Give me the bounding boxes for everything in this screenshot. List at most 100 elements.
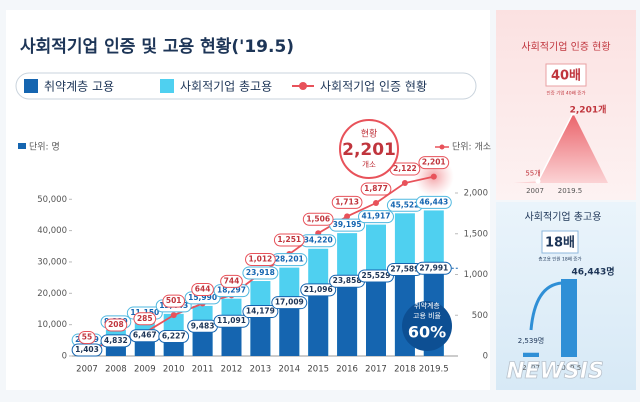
vulnerable-label: 6,467 [133, 331, 157, 340]
badge [541, 230, 579, 254]
badge-value: 18배 [545, 235, 575, 251]
y2-tick-label: 500 [472, 311, 488, 321]
unit-swatch [18, 143, 26, 149]
x-tick-label: 2011 [192, 365, 214, 375]
certification-label-box [78, 331, 96, 345]
certification-label: 1,012 [249, 255, 273, 264]
certification-label-box [191, 283, 214, 297]
bar [561, 279, 577, 357]
vulnerable-label-box [415, 261, 452, 275]
vulnerable-label: 9,483 [191, 321, 215, 330]
x-tick-label: 2015 [307, 365, 329, 375]
x-tick-label: 2019.5 [557, 364, 582, 372]
vulnerable-label: 1,403 [75, 345, 99, 354]
trend-arrow [529, 281, 563, 331]
point [570, 110, 576, 116]
certification-label: 744 [224, 276, 240, 285]
vulnerable-label-box [300, 283, 337, 297]
value-label: 46,443명 [571, 266, 614, 278]
bubble-value: 2,201 [342, 140, 396, 160]
vulnerable-label: 6,227 [162, 331, 186, 340]
legend-box [15, 72, 477, 100]
certification-label: 1,877 [364, 184, 388, 193]
value-label: 55개 [525, 168, 540, 177]
trend-arrow [537, 112, 574, 182]
x-tick-label: 2012 [221, 365, 243, 375]
vulnerable-label: 14,179 [246, 307, 275, 316]
vulnerable-label: 23,858 [333, 276, 362, 285]
legend-label: 취약계층 고용 [44, 79, 114, 94]
line-point [430, 173, 437, 180]
total-label: 45,522 [390, 200, 419, 209]
ratio-label: 고용 비율 [413, 311, 442, 320]
total-label-box [415, 195, 452, 209]
total-label: 46,443 [419, 197, 448, 206]
x-tick-label: 2008 [105, 365, 127, 375]
bar [279, 302, 300, 356]
certification-label: 285 [137, 314, 153, 323]
ratio-circle [402, 301, 452, 351]
line-point [401, 180, 408, 187]
value-label: 2,539명 [518, 336, 544, 345]
ratio-value: 60% [408, 323, 446, 342]
unit-marker [439, 144, 445, 150]
x-tick-label: 2017 [365, 365, 387, 375]
badge-note: 총고용 인원 18배 증가 [538, 256, 581, 263]
legend-label: 사회적기업 인증 현황 [320, 80, 427, 94]
bar [523, 352, 539, 357]
vulnerable-label-box [213, 314, 250, 328]
total-label: 34,220 [304, 236, 333, 245]
area [513, 113, 608, 183]
total-label: 18,297 [217, 286, 246, 295]
badge-value: 40배 [551, 68, 581, 84]
certification-label: 55 [82, 333, 92, 342]
bubble-title: 현황 [361, 129, 378, 140]
bar [221, 321, 242, 356]
vulnerable-label-box [158, 329, 190, 343]
bar [366, 275, 386, 356]
certification-label-box [220, 274, 243, 288]
certification-label: 644 [195, 285, 211, 294]
certification-label: 1,713 [335, 197, 359, 206]
certification-label: 208 [108, 320, 124, 329]
y-unit: 단위: 명 [29, 142, 60, 153]
certification-label-box [104, 318, 128, 332]
total-label: 15,990 [188, 293, 217, 302]
total-label: 28,201 [275, 255, 304, 264]
vulnerable-label: 25,529 [362, 271, 391, 280]
y2-unit: 단위: 개소 [452, 142, 491, 153]
vulnerable-label-box [100, 334, 132, 348]
bar [192, 326, 213, 356]
side-title: 사회적기업 인증 현황 [521, 40, 610, 53]
bubble-unit: 개소 [362, 159, 376, 169]
legend-marker [299, 82, 307, 90]
line-point [373, 200, 379, 207]
x-tick-label: 2019.5 [419, 365, 449, 375]
x-tick-label: 2014 [278, 365, 300, 375]
vulnerable-label: 17,009 [275, 298, 304, 307]
certification-label-box [273, 233, 305, 247]
x-tick-label: 2010 [163, 365, 185, 375]
certification-label: 1,506 [306, 214, 330, 223]
vulnerable-label-box [271, 296, 308, 310]
point [535, 178, 541, 184]
y2-tick-label: 2,000 [464, 189, 488, 199]
y-tick-label: 50,000 [37, 195, 67, 205]
y2-tick-label: 1,500 [464, 229, 488, 239]
x-tick-label: 2007 [526, 187, 544, 195]
badge-note: 인증 기업 40배 증가 [547, 90, 586, 97]
certification-label-box [162, 294, 186, 308]
total-label-box [358, 210, 394, 224]
certification-label: 501 [166, 296, 182, 305]
x-tick-label: 2007 [76, 365, 98, 375]
x-tick-label: 2018 [394, 365, 416, 375]
total-label: 41,917 [362, 212, 391, 221]
badge [545, 63, 587, 87]
legend-swatch [24, 79, 38, 93]
x-tick-label: 2016 [336, 365, 358, 375]
bar [337, 281, 358, 356]
value-label: 2,201개 [570, 104, 607, 116]
